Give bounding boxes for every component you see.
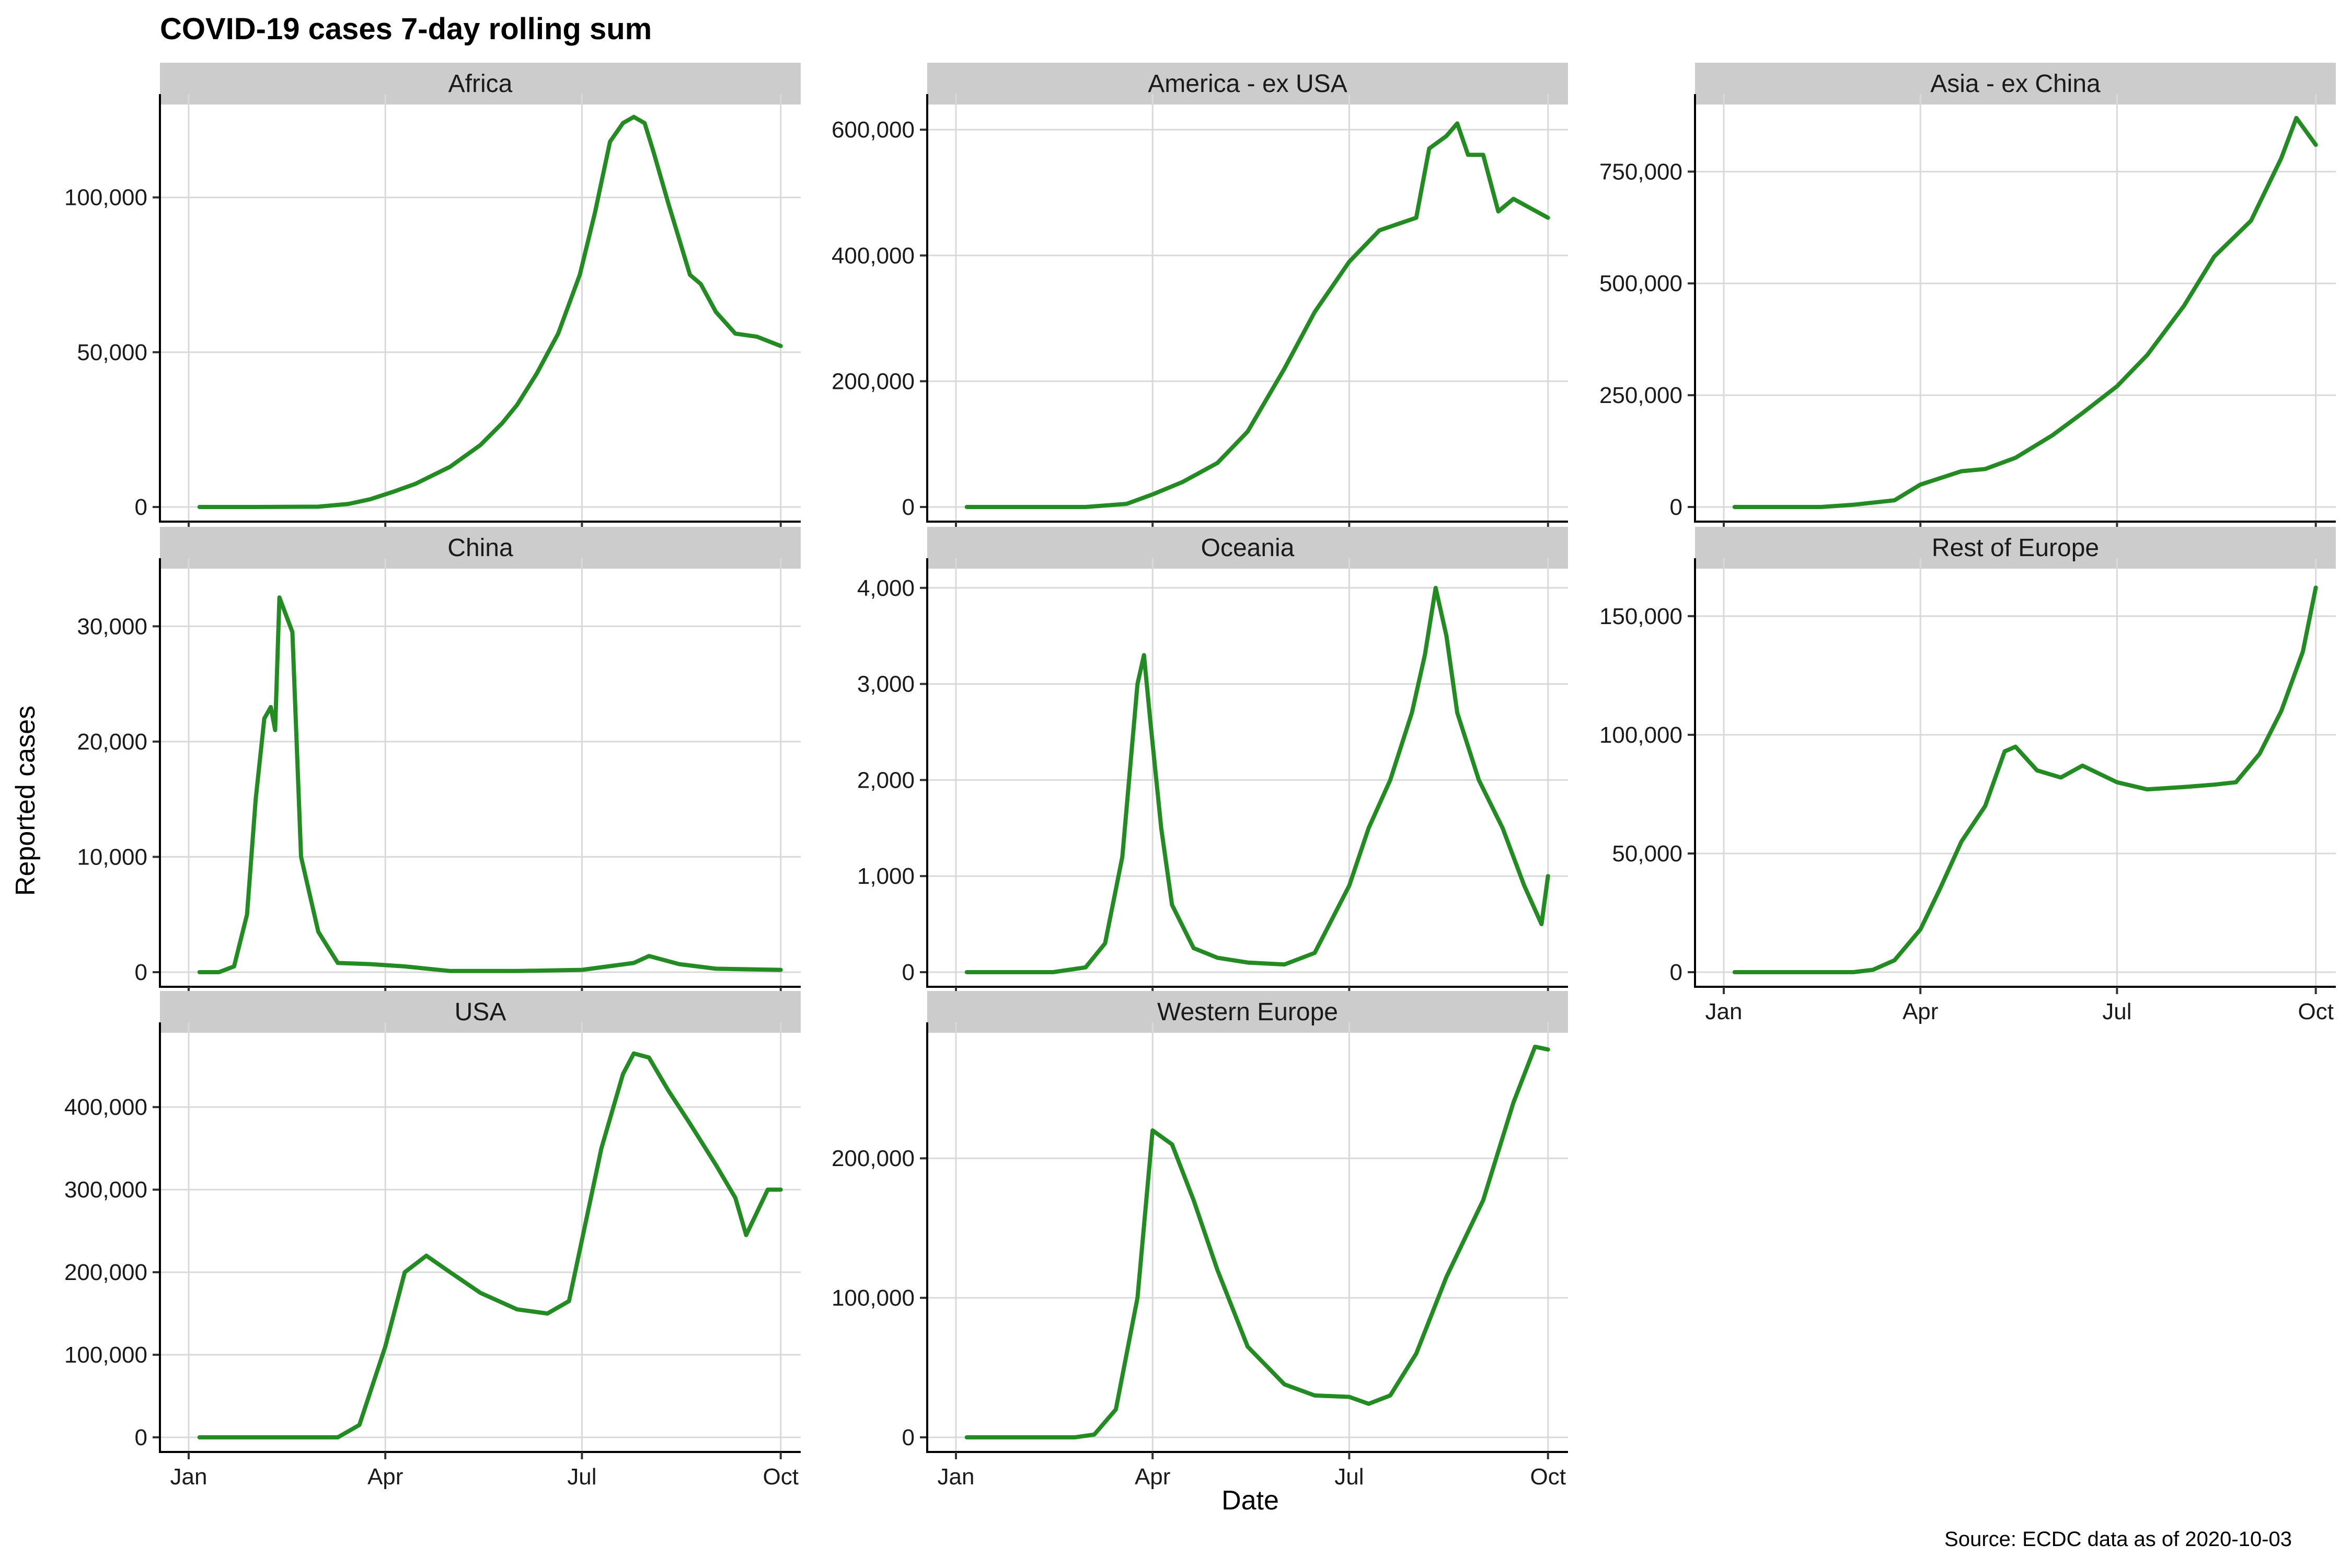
strip-usa bbox=[160, 991, 801, 1033]
series-line-africa bbox=[197, 114, 783, 509]
panel-western-europe: Western Europe 0 100,000 200,000 Jan Apr Jul Oc… bbox=[832, 991, 1568, 1490]
x-tick-label: Apr bbox=[1903, 999, 1938, 1024]
y-tick-label: 4,000 bbox=[857, 575, 915, 601]
panel-oceania: Oceania 0 1,000 2,000 3,000 4,000 bbox=[857, 527, 1568, 994]
y-axis-title: Reported cases bbox=[10, 706, 41, 896]
series-line-rest-of-europe bbox=[1732, 585, 2318, 974]
x-tick-label: Oct bbox=[1530, 1464, 1566, 1490]
y-tick-label: 150,000 bbox=[1599, 604, 1682, 629]
facet-panels: Africa 0 50,000 100,000 America - ex USA 0 200… bbox=[64, 63, 2336, 1490]
y-tick-label: 0 bbox=[135, 494, 147, 520]
y-tick-label: 100,000 bbox=[1599, 722, 1682, 748]
y-tick-label: 2,000 bbox=[857, 767, 915, 793]
y-tick-label: 1,000 bbox=[857, 863, 915, 889]
y-tick-label: 100,000 bbox=[832, 1285, 915, 1311]
y-tick-label: 0 bbox=[902, 494, 915, 520]
source-caption: Source: ECDC data as of 2020-10-03 bbox=[1944, 1528, 2292, 1551]
y-tick-label: 400,000 bbox=[64, 1094, 147, 1120]
series-line-america-ex-usa bbox=[964, 121, 1550, 509]
y-tick-label: 250,000 bbox=[1599, 383, 1682, 408]
strip-label-africa: Africa bbox=[448, 70, 513, 98]
x-tick-label: Jul bbox=[2102, 999, 2131, 1024]
y-tick-label: 0 bbox=[902, 960, 915, 985]
strip-oceania bbox=[927, 527, 1568, 569]
strip-label-asia-ex-china: Asia - ex China bbox=[1930, 70, 2101, 98]
chart-title: COVID-19 cases 7-day rolling sum bbox=[160, 12, 652, 46]
series-line-oceania bbox=[964, 585, 1550, 974]
panel-america-ex-usa: America - ex USA 0 200,000 400,000 600,000 bbox=[832, 63, 1568, 529]
y-tick-label: 0 bbox=[1670, 494, 1682, 520]
strip-label-usa: USA bbox=[455, 998, 506, 1026]
y-tick-label: 300,000 bbox=[64, 1177, 147, 1203]
series-line-china bbox=[197, 595, 783, 974]
y-tick-label: 200,000 bbox=[832, 368, 915, 394]
y-tick-label: 0 bbox=[135, 960, 147, 985]
strip-africa bbox=[160, 63, 801, 105]
strip-rest-of-europe bbox=[1695, 527, 2336, 569]
x-tick-label: Jan bbox=[170, 1464, 207, 1490]
strip-label-america-ex-usa: America - ex USA bbox=[1148, 70, 1347, 98]
x-tick-label: Oct bbox=[763, 1464, 799, 1490]
x-tick-label: Apr bbox=[1135, 1464, 1170, 1490]
y-tick-label: 100,000 bbox=[64, 1342, 147, 1368]
y-tick-label: 200,000 bbox=[832, 1146, 915, 1171]
y-tick-label: 0 bbox=[135, 1425, 147, 1450]
strip-label-oceania: Oceania bbox=[1201, 534, 1295, 562]
y-tick-label: 50,000 bbox=[1612, 841, 1682, 867]
y-tick-label: 600,000 bbox=[832, 117, 915, 143]
panel-africa: Africa 0 50,000 100,000 bbox=[64, 63, 801, 529]
y-tick-label: 500,000 bbox=[1599, 271, 1682, 296]
y-tick-label: 100,000 bbox=[64, 185, 147, 211]
y-tick-label: 200,000 bbox=[64, 1260, 147, 1285]
x-tick-label: Jul bbox=[1334, 1464, 1364, 1490]
panel-asia-ex-china: Asia - ex China 0 250,000 500,000 750,000 bbox=[1599, 63, 2336, 529]
strip-label-rest-of-europe: Rest of Europe bbox=[1932, 534, 2099, 562]
strip-asia-ex-china bbox=[1695, 63, 2336, 105]
x-axis-title: Date bbox=[1221, 1485, 1279, 1516]
y-tick-label: 750,000 bbox=[1599, 159, 1682, 185]
strip-china bbox=[160, 527, 801, 569]
strip-label-western-europe: Western Europe bbox=[1157, 998, 1338, 1026]
series-line-western-europe bbox=[964, 1044, 1550, 1439]
strip-label-china: China bbox=[447, 534, 513, 562]
y-tick-label: 50,000 bbox=[77, 340, 147, 365]
x-tick-label: Jan bbox=[938, 1464, 975, 1490]
x-tick-label: Jan bbox=[1705, 999, 1743, 1024]
y-tick-label: 20,000 bbox=[77, 729, 147, 755]
strip-america-ex-usa bbox=[927, 63, 1568, 105]
y-tick-label: 0 bbox=[1670, 960, 1682, 985]
series-line-usa bbox=[197, 1051, 783, 1439]
panel-usa: USA 0 100,000 200,000 300,000 400,000 Jan Apr Ju… bbox=[64, 991, 801, 1490]
x-tick-label: Jul bbox=[567, 1464, 596, 1490]
y-tick-label: 10,000 bbox=[77, 844, 147, 870]
panel-rest-of-europe: Rest of Europe 0 50,000 100,000 150,000 Jan Ap… bbox=[1599, 527, 2336, 1024]
strip-western-europe bbox=[927, 991, 1568, 1033]
y-tick-label: 400,000 bbox=[832, 243, 915, 269]
y-tick-label: 0 bbox=[902, 1425, 915, 1450]
panel-china: China 0 10,000 20,000 30,000 bbox=[77, 527, 801, 994]
y-tick-label: 3,000 bbox=[857, 672, 915, 697]
y-tick-label: 30,000 bbox=[77, 614, 147, 639]
x-tick-label: Oct bbox=[2298, 999, 2334, 1024]
x-tick-label: Apr bbox=[367, 1464, 403, 1490]
series-line-asia-ex-china bbox=[1732, 116, 2318, 509]
